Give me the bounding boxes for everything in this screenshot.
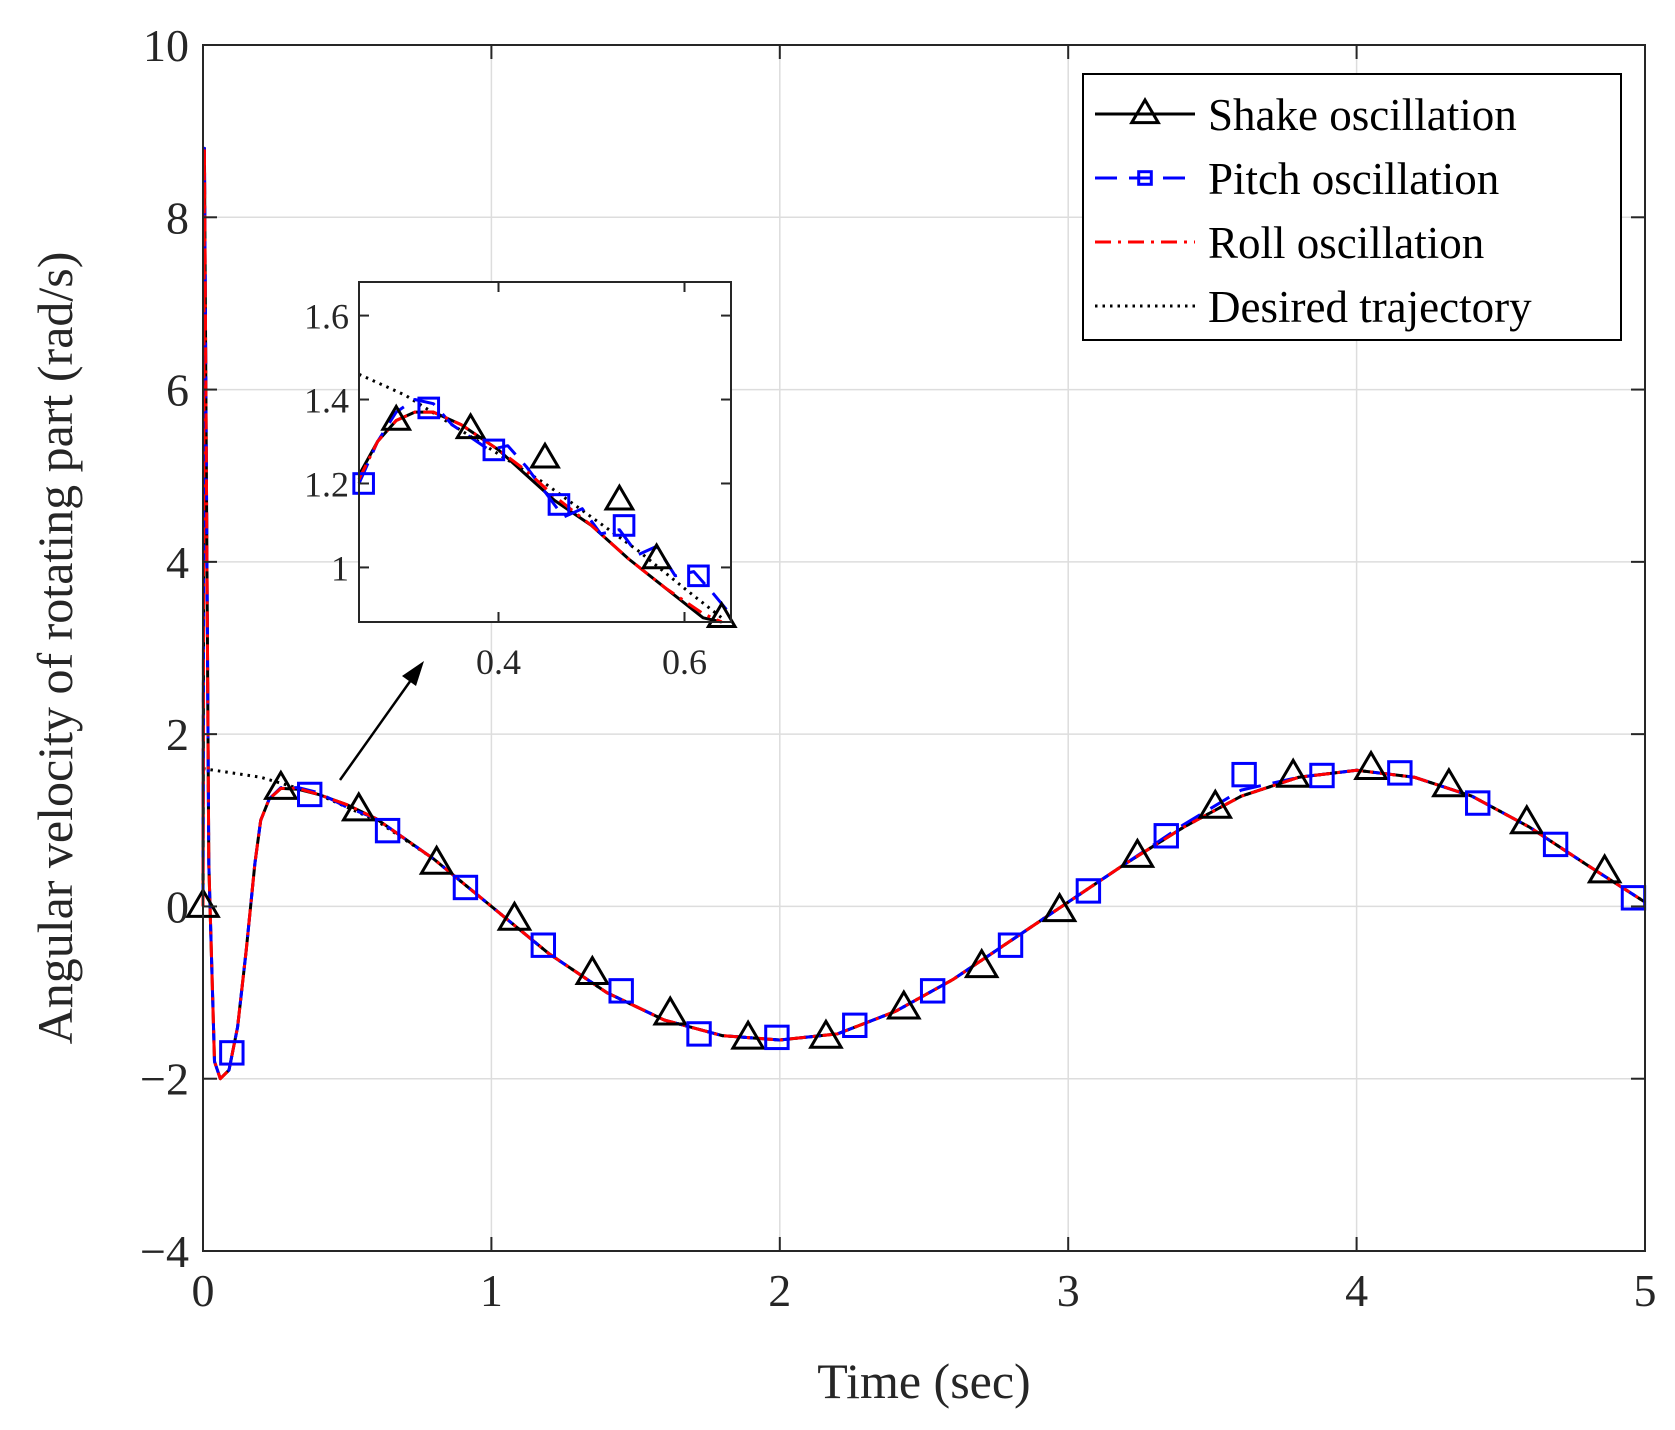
legend-marker-pitch-oscillation xyxy=(1137,170,1153,186)
y-tick-label: 0 xyxy=(166,881,189,932)
shake-oscillation-marker xyxy=(1586,853,1623,884)
pitch-oscillation-marker xyxy=(1075,878,1102,904)
inset-x-tick-label: 0.6 xyxy=(662,642,707,682)
pitch-oscillation-marker xyxy=(686,1021,712,1047)
shake-oscillation-marker xyxy=(1508,803,1545,835)
inset-pitch-oscillation-marker xyxy=(417,396,441,420)
y-tick-label: 10 xyxy=(143,20,189,71)
y-tick-label: 8 xyxy=(166,192,189,243)
pitch-oscillation-marker xyxy=(764,1024,790,1051)
pitch-oscillation-marker xyxy=(1387,760,1413,786)
legend-label: Pitch oscillation xyxy=(1208,154,1499,204)
x-tick-label: 4 xyxy=(1345,1265,1368,1316)
legend: Shake oscillation Pitch oscillation Roll o… xyxy=(1082,73,1622,341)
inset-pitch-oscillation-marker xyxy=(612,514,636,537)
pitch-oscillation-marker xyxy=(1153,823,1179,849)
zoom-arrow xyxy=(338,661,424,781)
legend-label: Desired trajectory xyxy=(1208,282,1532,332)
shake-oscillation-marker xyxy=(1431,766,1467,798)
axis-ticks: 0 1 2 3 4 5 −4 −2 0 2 4 6 8 10 xyxy=(140,20,1656,1316)
inset-shake-oscillation-marker xyxy=(603,483,636,511)
shake-oscillation-marker xyxy=(1353,749,1389,781)
plot-area xyxy=(202,44,1646,1252)
shake-oscillation-marker xyxy=(340,790,377,822)
shake-oscillation-marker xyxy=(652,995,689,1026)
pitch-oscillation-marker xyxy=(997,932,1024,958)
shake-oscillation-marker xyxy=(1197,788,1234,819)
pitch-oscillation-marker xyxy=(1542,831,1569,858)
shake-oscillation-marker xyxy=(1041,891,1078,923)
legend-label: Roll oscillation xyxy=(1208,218,1484,268)
inset-plot-area xyxy=(358,281,732,623)
inset-shake-oscillation-marker xyxy=(640,542,673,570)
inset-desired-trajectory-line xyxy=(358,372,723,619)
shake-oscillation-marker xyxy=(263,769,299,800)
x-axis-label: Time (sec) xyxy=(817,1353,1030,1409)
shake-oscillation-marker xyxy=(418,844,455,875)
pitch-oscillation-marker xyxy=(842,1012,868,1039)
y-tick-label: 4 xyxy=(166,537,189,588)
inset-pitch-oscillation-marker xyxy=(687,564,710,588)
pitch-oscillation-marker xyxy=(1231,761,1257,788)
series-layer xyxy=(185,146,1647,1081)
legend-marker-shake-oscillation xyxy=(1129,97,1161,125)
shake-oscillation-marker xyxy=(730,1019,766,1050)
pitch-oscillation-marker xyxy=(297,781,323,808)
y-tick-label: −4 xyxy=(140,1226,189,1277)
y-tick-label: −2 xyxy=(140,1054,189,1105)
x-tick-label: 2 xyxy=(768,1265,791,1316)
pitch-oscillation-marker xyxy=(1465,790,1491,816)
shake-oscillation-marker xyxy=(1119,837,1156,868)
y-axis-label: Angular velocity of rotating part (rad/s… xyxy=(27,252,83,1045)
shake-oscillation-marker xyxy=(1275,757,1311,788)
inset-shake-oscillation-marker xyxy=(529,441,561,469)
legend-box xyxy=(1082,73,1622,341)
shake-oscillation-marker xyxy=(496,900,533,931)
pitch-oscillation-marker xyxy=(530,932,557,958)
x-tick-label: 0 xyxy=(192,1265,215,1316)
shake-oscillation-marker xyxy=(885,989,922,1020)
inset-shake-oscillation-marker xyxy=(705,600,738,628)
y-tick-label: 6 xyxy=(166,365,189,416)
shake-oscillation-marker xyxy=(574,954,611,986)
inset-shake-oscillation-marker xyxy=(454,411,487,440)
inset-shake-oscillation-marker xyxy=(380,403,413,431)
inset-roll-oscillation-line xyxy=(357,410,723,624)
inset-pitch-oscillation-marker xyxy=(547,493,571,516)
shake-oscillation-marker xyxy=(808,1018,844,1049)
inset-x-tick-label: 0.4 xyxy=(476,642,521,682)
x-tick-label: 3 xyxy=(1057,1265,1080,1316)
inset-series-layer xyxy=(352,372,738,628)
inset-y-tick-label: 1 xyxy=(331,548,349,588)
pitch-oscillation-marker xyxy=(374,817,401,844)
inset-y-tick-label: 1.2 xyxy=(304,464,349,504)
pitch-oscillation-marker xyxy=(608,978,634,1004)
pitch-oscillation-marker xyxy=(919,978,946,1004)
pitch-oscillation-marker xyxy=(1309,762,1335,789)
inset-axis-ticks: 0.4 0.6 1 1.2 1.4 1.6 xyxy=(304,282,731,682)
x-tick-label: 1 xyxy=(480,1265,503,1316)
x-tick-label: 5 xyxy=(1634,1265,1657,1316)
roll-oscillation-line xyxy=(201,146,1646,1081)
inset-y-tick-label: 1.6 xyxy=(304,297,349,337)
pitch-oscillation-marker xyxy=(452,874,479,901)
y-tick-label: 2 xyxy=(166,709,189,760)
legend-label: Shake oscillation xyxy=(1208,90,1517,140)
pitch-oscillation-marker xyxy=(219,1040,245,1066)
inset-pitch-oscillation-marker xyxy=(482,438,506,462)
inset-pitch-oscillation-marker xyxy=(352,472,375,495)
inset-y-tick-label: 1.4 xyxy=(304,381,349,421)
inset-zoom: 0.4 0.6 1 1.2 1.4 1.6 xyxy=(304,281,738,682)
shake-oscillation-marker xyxy=(963,947,1000,979)
